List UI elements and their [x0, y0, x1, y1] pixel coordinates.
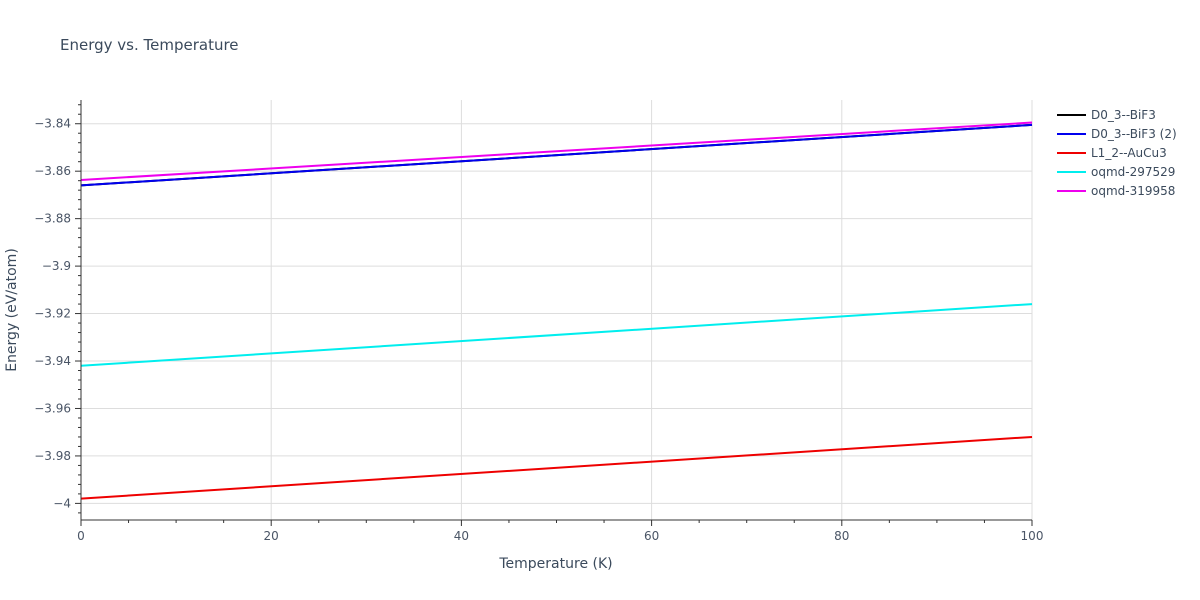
- legend-label: L1_2--AuCu3: [1091, 146, 1167, 160]
- series-line-2: [80, 435, 1033, 500]
- series-line-3: [80, 303, 1033, 367]
- grid-lines: [80, 100, 1033, 520]
- y-tick-label: −3.86: [34, 164, 71, 178]
- chart-title: Energy vs. Temperature: [60, 36, 239, 54]
- y-tick-label: −3.88: [34, 212, 71, 226]
- legend-label: D0_3--BiF3 (2): [1091, 127, 1177, 141]
- series-lines: [80, 121, 1033, 500]
- x-tick-label: 60: [644, 529, 659, 543]
- legend-item-1[interactable]: D0_3--BiF3 (2): [1057, 127, 1177, 141]
- legend-item-4[interactable]: oqmd-319958: [1057, 184, 1175, 198]
- x-tick-label: 0: [77, 529, 85, 543]
- axes: 0 20 40 60 80 100 −4 −3.98 −3.96 −3.94 −3.92 −3.9 −3…: [34, 100, 1043, 543]
- x-axis-title: Temperature (K): [498, 556, 612, 572]
- legend-item-0[interactable]: D0_3--BiF3: [1057, 108, 1156, 122]
- series-line-4: [80, 121, 1033, 181]
- legend-label: oqmd-297529: [1091, 165, 1175, 179]
- legend[interactable]: D0_3--BiF3 D0_3--BiF3 (2) L1_2--AuCu3 oqmd-…: [1057, 108, 1177, 198]
- y-tick-label: −3.98: [34, 449, 71, 463]
- y-tick-label: −3.92: [34, 307, 71, 321]
- x-tick-label: 100: [1021, 529, 1044, 543]
- x-tick-label: 40: [454, 529, 469, 543]
- series-line-1: [80, 123, 1033, 187]
- y-axis-title: Energy (eV/atom): [4, 248, 20, 372]
- y-tick-label: −3.84: [34, 117, 71, 131]
- y-tick-label: −4: [53, 496, 71, 510]
- y-tick-label: −3.96: [34, 401, 71, 415]
- y-tick-label: −3.94: [34, 354, 71, 368]
- x-tick-label: 80: [834, 529, 849, 543]
- legend-item-3[interactable]: oqmd-297529: [1057, 165, 1175, 179]
- legend-label: D0_3--BiF3: [1091, 108, 1156, 122]
- legend-label: oqmd-319958: [1091, 184, 1175, 198]
- x-tick-label: 20: [264, 529, 279, 543]
- y-tick-label: −3.9: [42, 259, 71, 273]
- legend-item-2[interactable]: L1_2--AuCu3: [1057, 146, 1167, 160]
